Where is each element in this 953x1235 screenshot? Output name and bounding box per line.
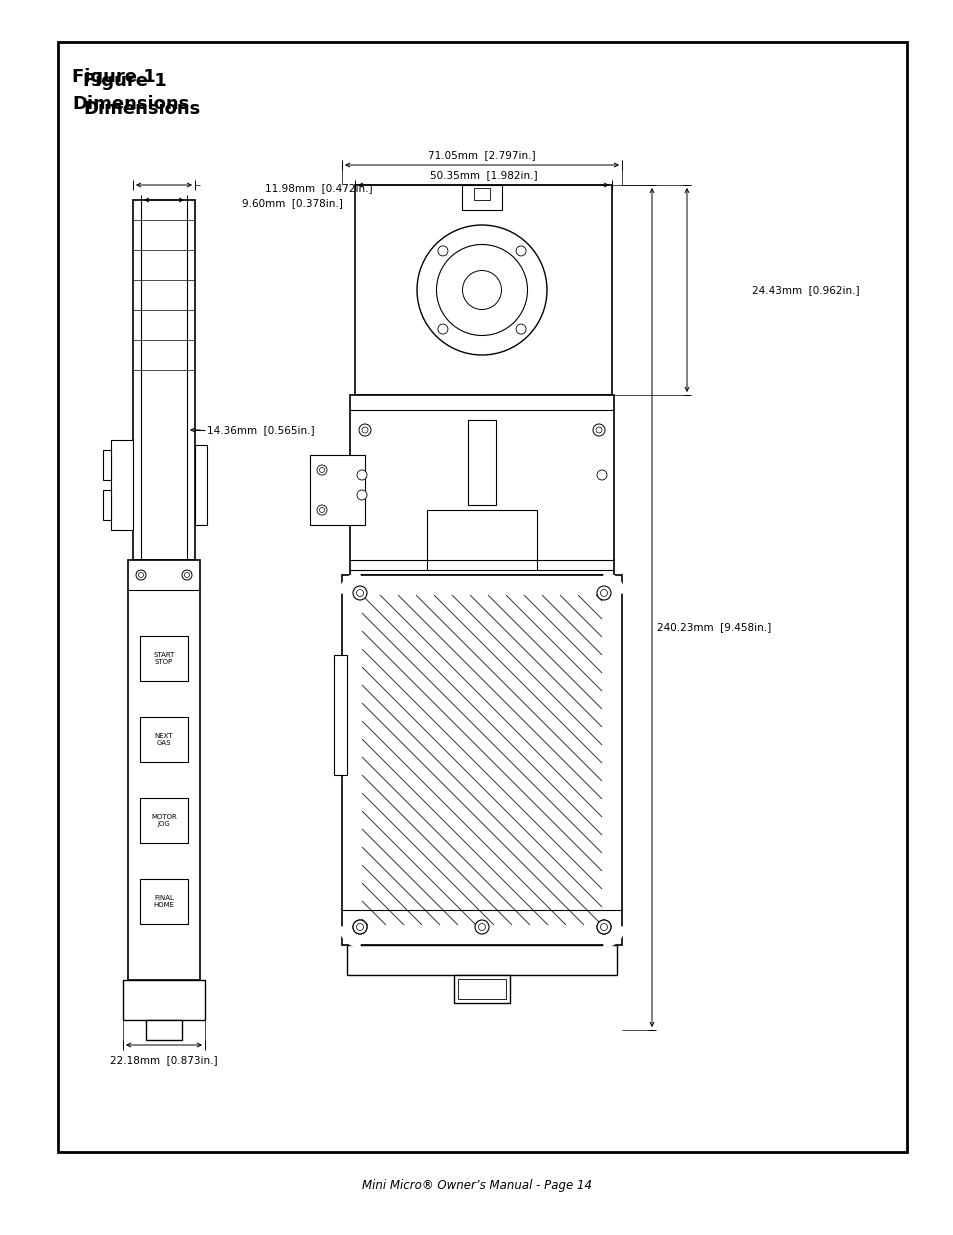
Circle shape [356, 924, 363, 930]
Circle shape [136, 571, 146, 580]
Text: 11.98mm  [0.472in.]: 11.98mm [0.472in.] [265, 183, 373, 193]
Circle shape [596, 427, 601, 433]
Text: 22.18mm  [0.873in.]: 22.18mm [0.873in.] [111, 1055, 217, 1065]
Bar [334, 655, 347, 776]
Circle shape [597, 471, 606, 480]
Text: NEXT
GAS: NEXT GAS [154, 734, 173, 746]
Circle shape [316, 505, 327, 515]
Text: Figure 1: Figure 1 [83, 72, 167, 90]
Bar [103, 450, 111, 480]
Bar [58, 42, 906, 1152]
Circle shape [416, 225, 546, 354]
Bar [111, 440, 132, 530]
Bar [341, 576, 621, 945]
Wedge shape [339, 573, 359, 593]
Circle shape [436, 245, 527, 336]
Bar [350, 395, 614, 576]
Bar [468, 420, 496, 505]
Text: 24.43mm  [0.962in.]: 24.43mm [0.962in.] [751, 285, 859, 295]
Circle shape [182, 571, 192, 580]
Circle shape [475, 920, 489, 934]
Circle shape [358, 424, 371, 436]
Circle shape [597, 920, 610, 934]
Wedge shape [603, 573, 623, 593]
Circle shape [356, 490, 367, 500]
Circle shape [599, 589, 607, 597]
Circle shape [437, 246, 448, 256]
Circle shape [353, 585, 367, 600]
Text: 240.23mm  [9.458in.]: 240.23mm [9.458in.] [657, 622, 770, 632]
Bar [454, 974, 510, 1003]
Circle shape [353, 920, 367, 934]
Circle shape [356, 471, 367, 480]
Circle shape [597, 920, 610, 934]
Bar [146, 1020, 182, 1040]
Bar [457, 979, 505, 999]
Circle shape [319, 508, 324, 513]
Bar [194, 445, 207, 525]
Text: Mini Micro® Owner’s Manual - Page 14: Mini Micro® Owner’s Manual - Page 14 [361, 1178, 592, 1192]
Bar [140, 798, 188, 844]
Bar [140, 718, 188, 762]
Circle shape [353, 920, 367, 934]
Circle shape [361, 427, 368, 433]
Circle shape [478, 924, 485, 930]
Text: 71.05mm  [2.797in.]: 71.05mm [2.797in.] [428, 149, 536, 161]
Text: Dimensions: Dimensions [71, 95, 189, 112]
Text: 50.35mm  [1.982in.]: 50.35mm [1.982in.] [429, 170, 537, 180]
Wedge shape [339, 927, 359, 947]
Circle shape [138, 573, 143, 578]
Text: START
STOP: START STOP [153, 652, 174, 664]
Circle shape [316, 466, 327, 475]
Bar [461, 185, 501, 210]
Text: MOTOR
JOG: MOTOR JOG [151, 814, 176, 827]
Circle shape [597, 585, 610, 600]
Bar [140, 636, 188, 680]
Circle shape [356, 589, 363, 597]
Bar [132, 200, 194, 559]
Circle shape [593, 424, 604, 436]
Circle shape [437, 324, 448, 335]
Bar [347, 945, 617, 974]
Circle shape [462, 270, 501, 310]
Circle shape [184, 573, 190, 578]
Circle shape [319, 468, 324, 473]
Bar [310, 454, 365, 525]
Text: Dimensions: Dimensions [83, 100, 200, 119]
Circle shape [516, 324, 525, 335]
Bar [474, 188, 490, 200]
Circle shape [599, 924, 607, 930]
Wedge shape [603, 927, 623, 947]
Text: Figure 1: Figure 1 [71, 68, 155, 86]
Bar [140, 879, 188, 924]
Bar [355, 185, 612, 395]
Bar [128, 559, 200, 981]
Text: 9.60mm  [0.378in.]: 9.60mm [0.378in.] [242, 198, 342, 207]
Circle shape [356, 924, 363, 930]
Bar [103, 490, 111, 520]
Text: FINAL
HOME: FINAL HOME [153, 895, 174, 908]
Circle shape [599, 924, 607, 930]
Circle shape [516, 246, 525, 256]
Bar [123, 981, 205, 1020]
Text: 14.36mm  [0.565in.]: 14.36mm [0.565in.] [207, 425, 314, 435]
